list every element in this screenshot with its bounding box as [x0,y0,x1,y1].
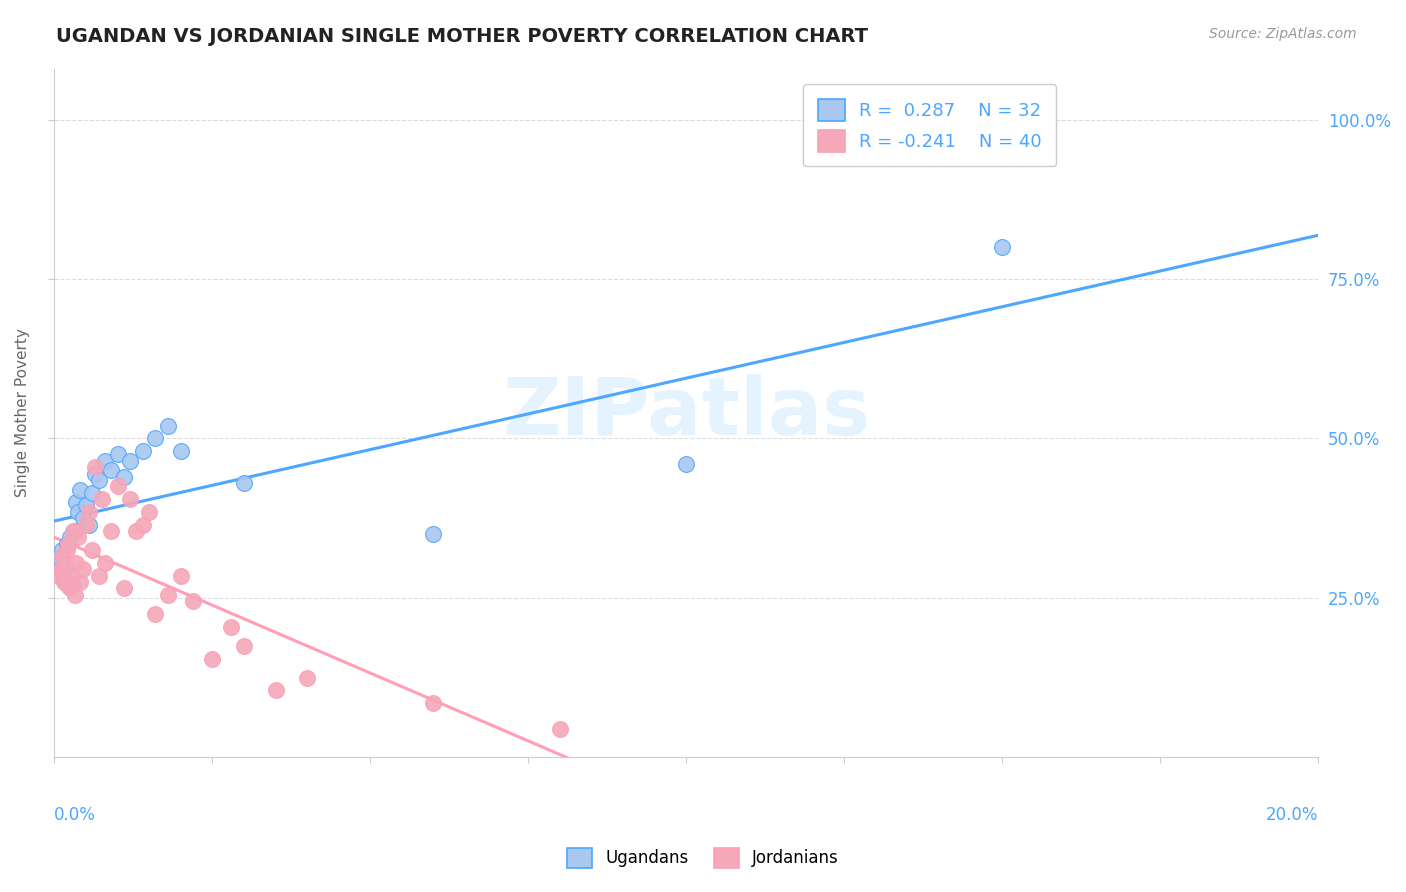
Point [52,574,75,589]
Text: Source: ZipAtlas.com: Source: ZipAtlas.com [1209,27,1357,41]
Point [55,562,77,576]
Point [157,588,180,602]
Point [991,240,1014,254]
Point [75,517,97,532]
Point [49,552,72,566]
Point [232,639,254,653]
Point [69,574,91,589]
Point [84,460,107,475]
Y-axis label: Single Mother Poverty: Single Mother Poverty [15,328,30,498]
Point [63,588,86,602]
Point [69,483,91,497]
Point [87,568,110,582]
Point [107,479,129,493]
Point [422,527,444,541]
Point [675,457,697,471]
Point [87,473,110,487]
Point [72,511,94,525]
Text: 20.0%: 20.0% [1265,805,1319,823]
Point [107,447,129,461]
Point [548,722,571,736]
Point [138,505,160,519]
Point [145,607,167,621]
Point [51,549,73,564]
Point [67,530,90,544]
Point [56,543,79,558]
Point [157,418,180,433]
Point [132,444,155,458]
Point [264,683,287,698]
Point [232,476,254,491]
Point [422,696,444,710]
Point [125,524,148,538]
Point [65,556,87,570]
Point [55,556,77,570]
Point [170,444,193,458]
Point [67,505,90,519]
Point [112,582,135,596]
Point [112,469,135,483]
Point [58,578,80,592]
Point [84,467,107,481]
Point [58,537,80,551]
Point [77,517,100,532]
Point [49,562,72,576]
Point [48,562,70,576]
Point [120,454,142,468]
Point [62,578,84,592]
Point [219,620,242,634]
Point [52,572,75,586]
Legend: Ugandans, Jordanians: Ugandans, Jordanians [561,841,845,875]
Point [170,568,193,582]
Legend: R =  0.287    N = 32, R = -0.241    N = 40: R = 0.287 N = 32, R = -0.241 N = 40 [803,85,1056,167]
Point [65,495,87,509]
Point [62,524,84,538]
Point [120,491,142,506]
Point [72,562,94,576]
Point [51,543,73,558]
Point [77,505,100,519]
Point [48,568,70,582]
Point [59,582,82,596]
Point [63,524,86,538]
Point [145,432,167,446]
Point [295,671,318,685]
Point [201,651,224,665]
Text: ZIPatlas: ZIPatlas [502,374,870,452]
Point [94,556,117,570]
Point [183,594,205,608]
Point [82,485,104,500]
Point [132,517,155,532]
Point [75,499,97,513]
Point [94,454,117,468]
Point [100,463,122,477]
Point [100,524,122,538]
Point [56,537,79,551]
Point [59,530,82,544]
Point [82,543,104,558]
Point [90,491,112,506]
Text: UGANDAN VS JORDANIAN SINGLE MOTHER POVERTY CORRELATION CHART: UGANDAN VS JORDANIAN SINGLE MOTHER POVER… [56,27,869,45]
Text: 0.0%: 0.0% [55,805,96,823]
Point [60,568,83,582]
